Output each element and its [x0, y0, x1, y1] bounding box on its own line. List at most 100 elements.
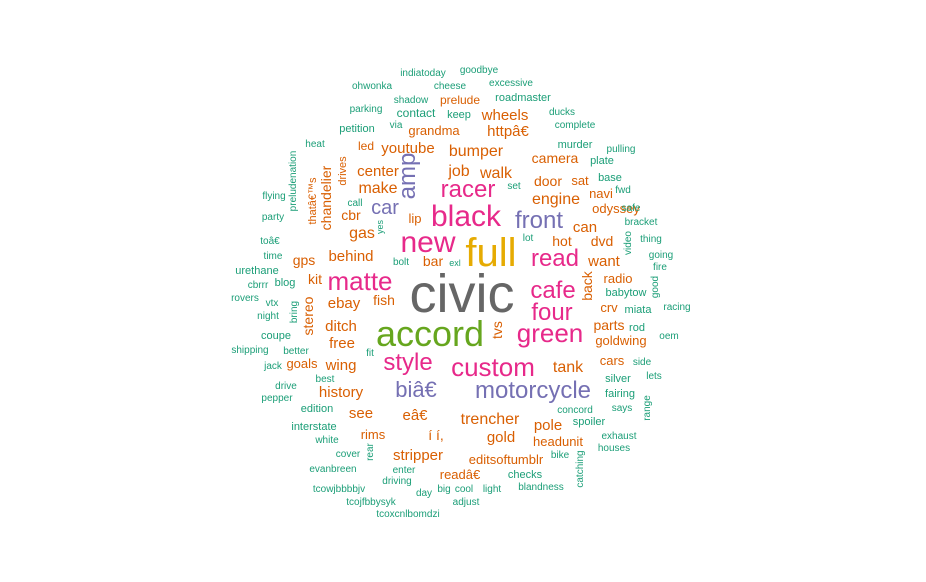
- word-134: silver: [605, 373, 631, 385]
- word-79: ohwonka: [352, 81, 392, 92]
- word-151: enter: [393, 465, 416, 476]
- word-4: black: [431, 200, 502, 233]
- word-127: shipping: [231, 345, 268, 356]
- word-96: preludenation: [288, 151, 299, 212]
- word-28: behind: [328, 248, 373, 265]
- word-14: front: [515, 207, 563, 234]
- word-0: civic: [410, 264, 515, 324]
- word-128: better: [283, 346, 309, 357]
- word-63: cars: [600, 353, 625, 368]
- word-19: walk: [479, 165, 513, 182]
- word-66: radio: [604, 271, 633, 286]
- word-69: sat: [571, 173, 589, 188]
- word-13: motorcycle: [475, 377, 591, 404]
- word-16: biâ€: [395, 377, 437, 402]
- word-77: keep: [447, 109, 471, 121]
- word-142: interstate: [291, 421, 336, 433]
- word-155: tcowjbbbbjv: [313, 484, 365, 495]
- word-76: contact: [397, 106, 436, 120]
- word-121: night: [257, 311, 279, 322]
- word-152: catching: [575, 450, 586, 487]
- word-163: tcoxcnlbomdzi: [376, 509, 439, 520]
- word-82: indiatoday: [400, 68, 446, 79]
- word-138: edition: [301, 403, 333, 415]
- word-111: exl: [449, 258, 461, 268]
- word-30: ditch: [325, 318, 357, 335]
- word-32: wing: [325, 357, 357, 374]
- word-147: rear: [365, 442, 376, 460]
- word-5: green: [517, 318, 584, 348]
- word-91: murder: [558, 139, 593, 151]
- word-110: bolt: [393, 257, 409, 268]
- word-11: racer: [441, 176, 496, 203]
- word-101: safe: [622, 203, 641, 214]
- word-87: ducks: [549, 107, 575, 118]
- word-146: houses: [598, 443, 630, 454]
- word-103: yes: [375, 220, 385, 235]
- word-135: drive: [275, 381, 297, 392]
- word-38: stripper: [393, 447, 443, 464]
- word-102: bracket: [625, 217, 658, 228]
- word-39: wheels: [481, 107, 529, 124]
- word-158: cool: [455, 484, 473, 495]
- word-156: day: [416, 488, 432, 499]
- word-58: grandma: [408, 123, 460, 138]
- word-41: door: [534, 173, 562, 189]
- word-119: vtx: [266, 298, 279, 309]
- word-125: coupe: [261, 330, 291, 342]
- word-3: new: [400, 226, 455, 259]
- word-36: gold: [487, 429, 515, 446]
- word-24: gas: [349, 225, 375, 242]
- word-22: tank: [553, 359, 584, 376]
- word-55: fish: [373, 292, 395, 308]
- word-149: bike: [551, 450, 570, 461]
- word-49: tvs: [489, 321, 505, 339]
- word-131: jack: [263, 361, 283, 372]
- word-160: blandness: [518, 482, 564, 493]
- word-27: center: [357, 163, 399, 180]
- word-90: heat: [305, 139, 325, 150]
- word-50: stereo: [300, 296, 316, 335]
- word-43: can: [573, 219, 597, 236]
- word-6: custom: [451, 352, 535, 382]
- word-140: says: [612, 403, 633, 414]
- word-120: racing: [663, 302, 690, 313]
- word-115: cbrrr: [248, 280, 269, 291]
- word-48: back: [579, 270, 595, 301]
- word-89: petition: [339, 123, 374, 135]
- word-56: bar: [423, 253, 444, 269]
- word-132: lets: [646, 371, 662, 382]
- word-83: goodbye: [460, 65, 499, 76]
- word-46: hot: [552, 233, 572, 249]
- word-67: odyssey: [592, 201, 640, 216]
- word-23: bumper: [449, 143, 504, 160]
- word-15: amp: [394, 153, 421, 200]
- word-144: white: [314, 435, 339, 446]
- word-94: base: [598, 172, 622, 184]
- word-123: miata: [625, 304, 653, 316]
- word-78: roadmaster: [495, 92, 551, 104]
- word-154: driving: [382, 476, 411, 487]
- word-122: bring: [289, 301, 300, 323]
- word-8: style: [383, 349, 432, 376]
- word-61: rims: [361, 427, 386, 442]
- word-10: cafe: [530, 277, 575, 304]
- word-17: car: [371, 197, 399, 219]
- word-62: goals: [286, 356, 318, 371]
- word-85: parking: [350, 104, 383, 115]
- word-118: rovers: [231, 293, 259, 304]
- word-40: httpâ€: [487, 123, 529, 140]
- word-93: plate: [590, 155, 614, 167]
- word-150: evanbreen: [309, 464, 356, 475]
- word-70: editsoftumblr: [469, 452, 544, 467]
- word-12: read: [531, 245, 579, 272]
- word-54: kit: [308, 271, 322, 287]
- word-81: excessive: [489, 78, 533, 89]
- word-60: headunit: [533, 434, 583, 449]
- word-73: led: [358, 139, 374, 153]
- word-1: accord: [376, 313, 484, 354]
- word-9: four: [531, 299, 572, 326]
- word-145: exhaust: [601, 431, 636, 442]
- word-34: see: [349, 405, 373, 422]
- word-143: spoiler: [573, 416, 606, 428]
